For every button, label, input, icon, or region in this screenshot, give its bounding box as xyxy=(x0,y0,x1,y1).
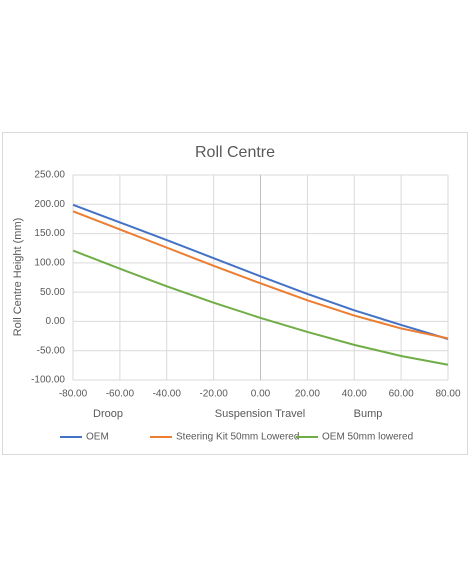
x-tick-label: -60.00 xyxy=(106,389,135,400)
x-tick-label: 0.00 xyxy=(251,389,271,400)
y-tick-label: 0.00 xyxy=(46,316,66,327)
legend-label: OEM xyxy=(86,432,109,443)
x-tick-label: 20.00 xyxy=(295,389,320,400)
chart-frame xyxy=(2,132,468,455)
annotation: Droop xyxy=(93,408,123,420)
y-tick-label: -100.00 xyxy=(31,375,65,386)
y-tick-label: -50.00 xyxy=(37,345,66,356)
series-line xyxy=(72,210,449,340)
y-axis-label: Roll Centre Height (mm) xyxy=(12,218,24,337)
x-tick-label: -20.00 xyxy=(199,389,228,400)
y-tick-label: 50.00 xyxy=(40,287,65,298)
x-tick-label: -80.00 xyxy=(59,389,88,400)
x-tick-label: 80.00 xyxy=(435,389,460,400)
y-tick-label: 100.00 xyxy=(34,257,65,268)
chart-title: Roll Centre xyxy=(195,144,275,161)
x-tick-label: 60.00 xyxy=(389,389,414,400)
series-line xyxy=(72,249,449,366)
series-line xyxy=(72,203,449,340)
y-tick-label: 250.00 xyxy=(34,170,65,181)
y-tick-label: 200.00 xyxy=(34,199,65,210)
legend-label: OEM 50mm lowered xyxy=(322,432,413,443)
x-axis-label: Suspension Travel xyxy=(215,408,306,420)
x-tick-label: 40.00 xyxy=(342,389,367,400)
annotation: Bump xyxy=(354,408,383,420)
legend-label: Steering Kit 50mm Lowered xyxy=(176,432,299,443)
x-tick-label: -40.00 xyxy=(153,389,182,400)
y-tick-label: 150.00 xyxy=(34,228,65,239)
